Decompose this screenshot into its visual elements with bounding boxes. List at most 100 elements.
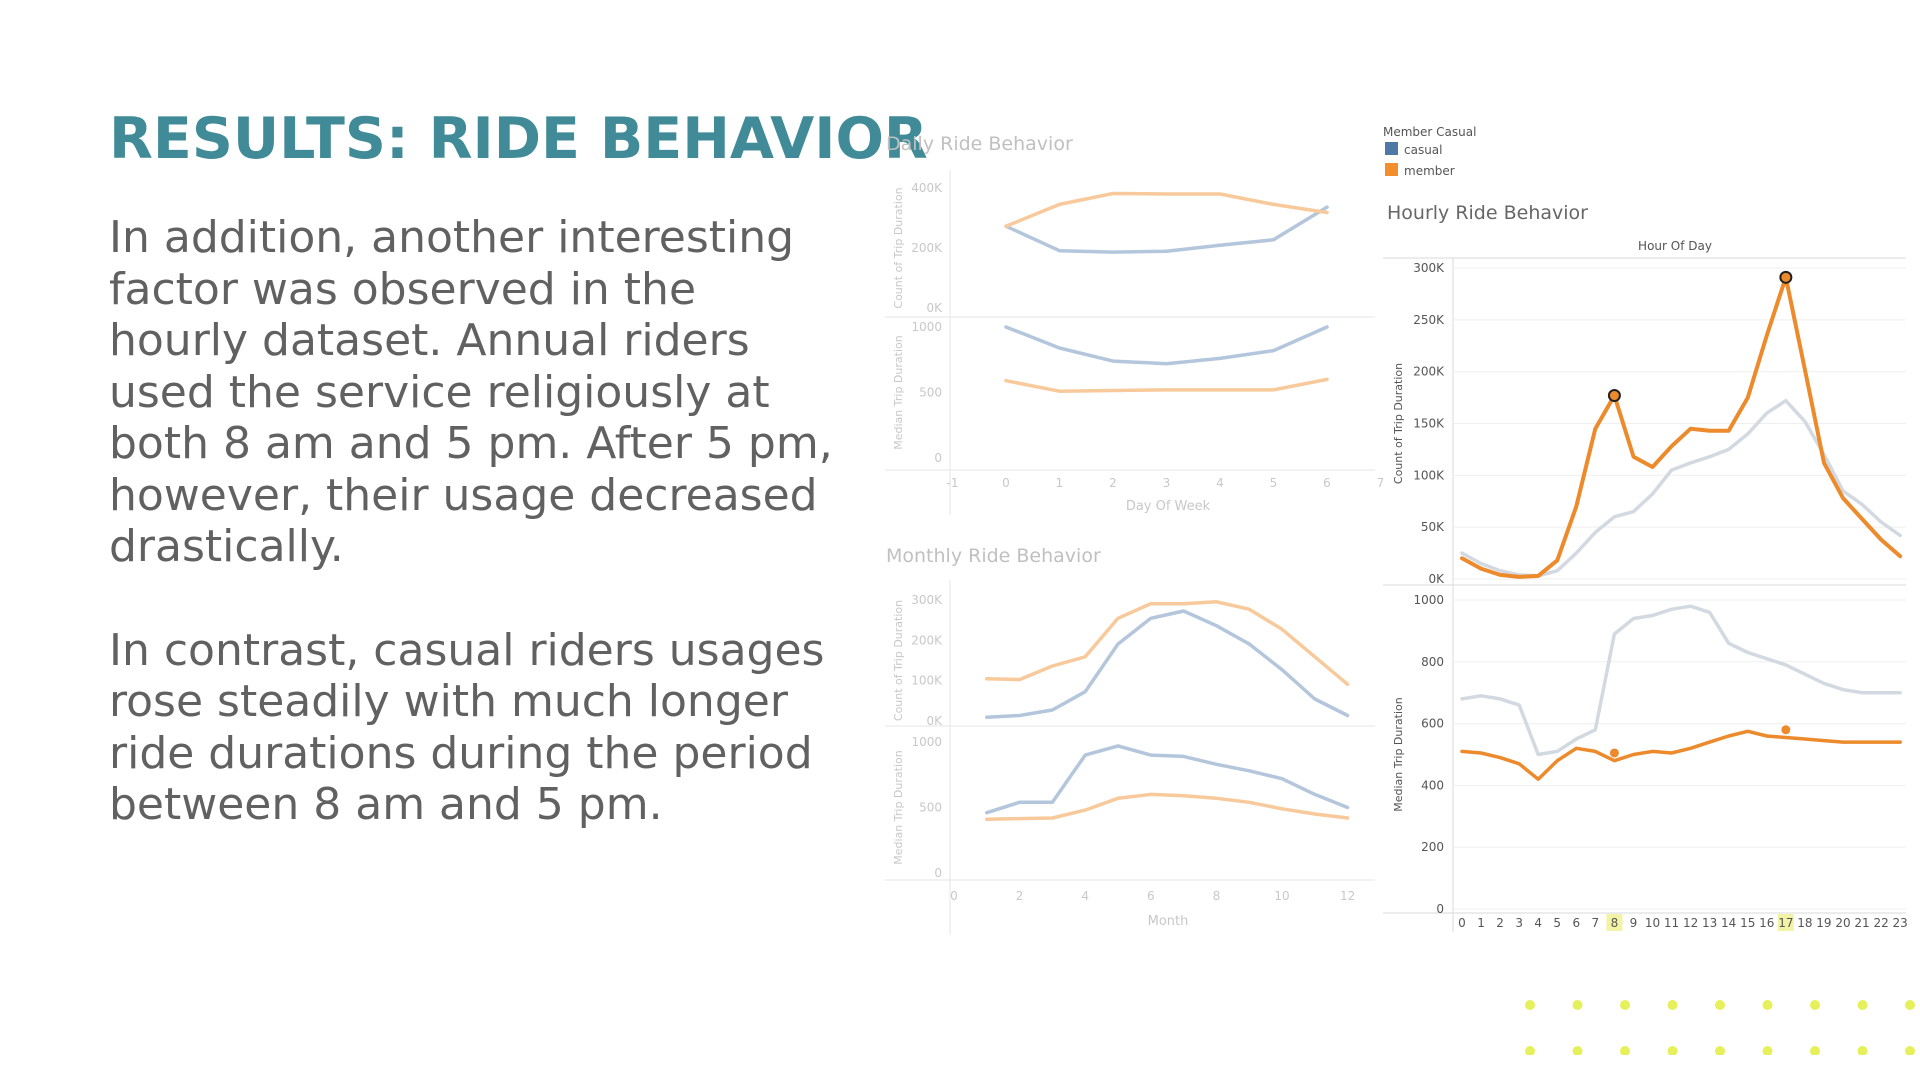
series-line-casual — [985, 744, 1350, 815]
x-tick-label: 2 — [1496, 916, 1504, 930]
decorative-dot — [1525, 1000, 1535, 1010]
legend-title: Member Casual — [1383, 125, 1476, 139]
x-tick-label: 3 — [1163, 476, 1171, 490]
x-tick-label: 2 — [1109, 476, 1117, 490]
decorative-dot — [1715, 1000, 1725, 1010]
series-line-member — [1004, 377, 1329, 393]
series-line-member — [1460, 275, 1903, 579]
monthly-frame — [885, 580, 1375, 935]
monthly-chart-title: Monthly Ride Behavior — [886, 545, 1101, 567]
x-tick-label: 2 — [1016, 889, 1024, 903]
x-tick-label: 0 — [950, 889, 958, 903]
y-tick-label: 200K — [911, 633, 943, 647]
decorative-dot — [1572, 1000, 1583, 1010]
decorative-dot — [1762, 1046, 1773, 1055]
y-tick-label: 0 — [1436, 902, 1444, 916]
x-tick-label: 7 — [1377, 476, 1385, 490]
legend-swatch-casual — [1385, 142, 1398, 155]
y-axis-label: Count of Trip Duration — [1392, 363, 1405, 484]
daily-frame — [885, 170, 1375, 515]
x-tick-label: 8 — [1213, 889, 1221, 903]
x-tick-label: 22 — [1873, 916, 1888, 930]
y-tick-label: 500 — [919, 386, 942, 400]
x-tick-label: -1 — [947, 476, 959, 490]
series-line-member — [985, 600, 1350, 687]
series-line-casual — [1460, 604, 1902, 757]
x-tick-label: 7 — [1592, 916, 1600, 930]
marked-point-17 — [1781, 725, 1791, 735]
x-tick-label: 6 — [1323, 476, 1331, 490]
x-tick-label: 17 — [1778, 916, 1793, 930]
hourly-chart-title: Hourly Ride Behavior — [1387, 202, 1588, 224]
y-tick-label: 150K — [1413, 417, 1445, 431]
x-tick-label: 8 — [1611, 916, 1619, 930]
decorative-dot — [1857, 1000, 1868, 1010]
decorative-dot — [1620, 1046, 1630, 1055]
x-tick-label: 15 — [1740, 916, 1755, 930]
slide-body: In addition, another interesting factor … — [109, 212, 849, 883]
y-tick-label: 400 — [1421, 778, 1444, 792]
y-axis-label: Median Trip Duration — [892, 335, 905, 449]
marked-point-8 — [1609, 748, 1619, 758]
y-tick-label: 1000 — [1413, 593, 1444, 607]
x-tick-label: 0 — [1002, 476, 1010, 490]
decorative-dot — [1667, 1046, 1678, 1055]
y-tick-label: 0K — [1428, 572, 1445, 586]
marked-point-17 — [1779, 270, 1793, 284]
legend-label-casual: casual — [1404, 143, 1443, 157]
decorative-dots — [1525, 1000, 1915, 1055]
x-tick-label: 14 — [1721, 916, 1736, 930]
decorative-dot — [1715, 1046, 1725, 1055]
x-tick-label: 6 — [1572, 916, 1580, 930]
legend-swatch-member — [1385, 163, 1398, 176]
x-tick-label: 23 — [1893, 916, 1908, 930]
legend-label-member: member — [1404, 164, 1455, 178]
decorative-dot — [1905, 1046, 1915, 1055]
series-line-member — [1460, 729, 1902, 781]
x-tick-label: 19 — [1816, 916, 1831, 930]
y-tick-label: 1000 — [911, 320, 942, 334]
series-line-member — [985, 792, 1350, 822]
x-tick-label: 12 — [1340, 889, 1355, 903]
x-tick-label: 5 — [1270, 476, 1278, 490]
paragraph-annual-riders: In addition, another interesting factor … — [109, 212, 833, 572]
x-tick-label: 9 — [1630, 916, 1638, 930]
y-tick-label: 300K — [911, 593, 943, 607]
y-tick-label: 0K — [926, 301, 943, 315]
x-axis-label: Day Of Week — [1126, 499, 1211, 514]
x-axis-label: Month — [1148, 914, 1189, 929]
x-tick-label: 1 — [1477, 916, 1485, 930]
x-tick-label: 3 — [1515, 916, 1523, 930]
series-line-casual — [985, 609, 1350, 720]
hourly-header: Hour Of Day — [1638, 239, 1712, 253]
decorative-dot — [1810, 1046, 1820, 1055]
y-axis-label: Count of Trip Duration — [892, 600, 905, 721]
decorative-dot — [1762, 1000, 1773, 1010]
y-tick-label: 200K — [911, 241, 943, 255]
hour-highlight-17 — [1777, 914, 1794, 931]
series-line-casual — [1004, 325, 1329, 366]
series-line-casual — [1004, 205, 1329, 254]
x-tick-label: 13 — [1702, 916, 1717, 930]
y-tick-label: 800 — [1421, 655, 1444, 669]
x-tick-label: 10 — [1274, 889, 1289, 903]
x-tick-label: 18 — [1797, 916, 1812, 930]
decorative-dot — [1572, 1046, 1583, 1055]
y-tick-label: 200 — [1421, 840, 1444, 854]
x-tick-label: 6 — [1147, 889, 1155, 903]
x-tick-label: 4 — [1081, 889, 1089, 903]
y-tick-label: 1000 — [911, 735, 942, 749]
y-tick-label: 500 — [919, 801, 942, 815]
y-tick-label: 600 — [1421, 717, 1444, 731]
y-tick-label: 100K — [911, 674, 943, 688]
decorative-dot — [1525, 1046, 1535, 1055]
y-axis-label: Median Trip Duration — [1392, 697, 1405, 811]
legend: Member Casual casual member — [1383, 125, 1476, 178]
x-tick-label: 20 — [1835, 916, 1850, 930]
x-tick-label: 4 — [1216, 476, 1224, 490]
slide-title: RESULTS: RIDE BEHAVIOR — [109, 106, 928, 172]
y-tick-label: 300K — [1413, 261, 1445, 275]
x-tick-label: 16 — [1759, 916, 1774, 930]
series-line-member — [1004, 191, 1329, 228]
